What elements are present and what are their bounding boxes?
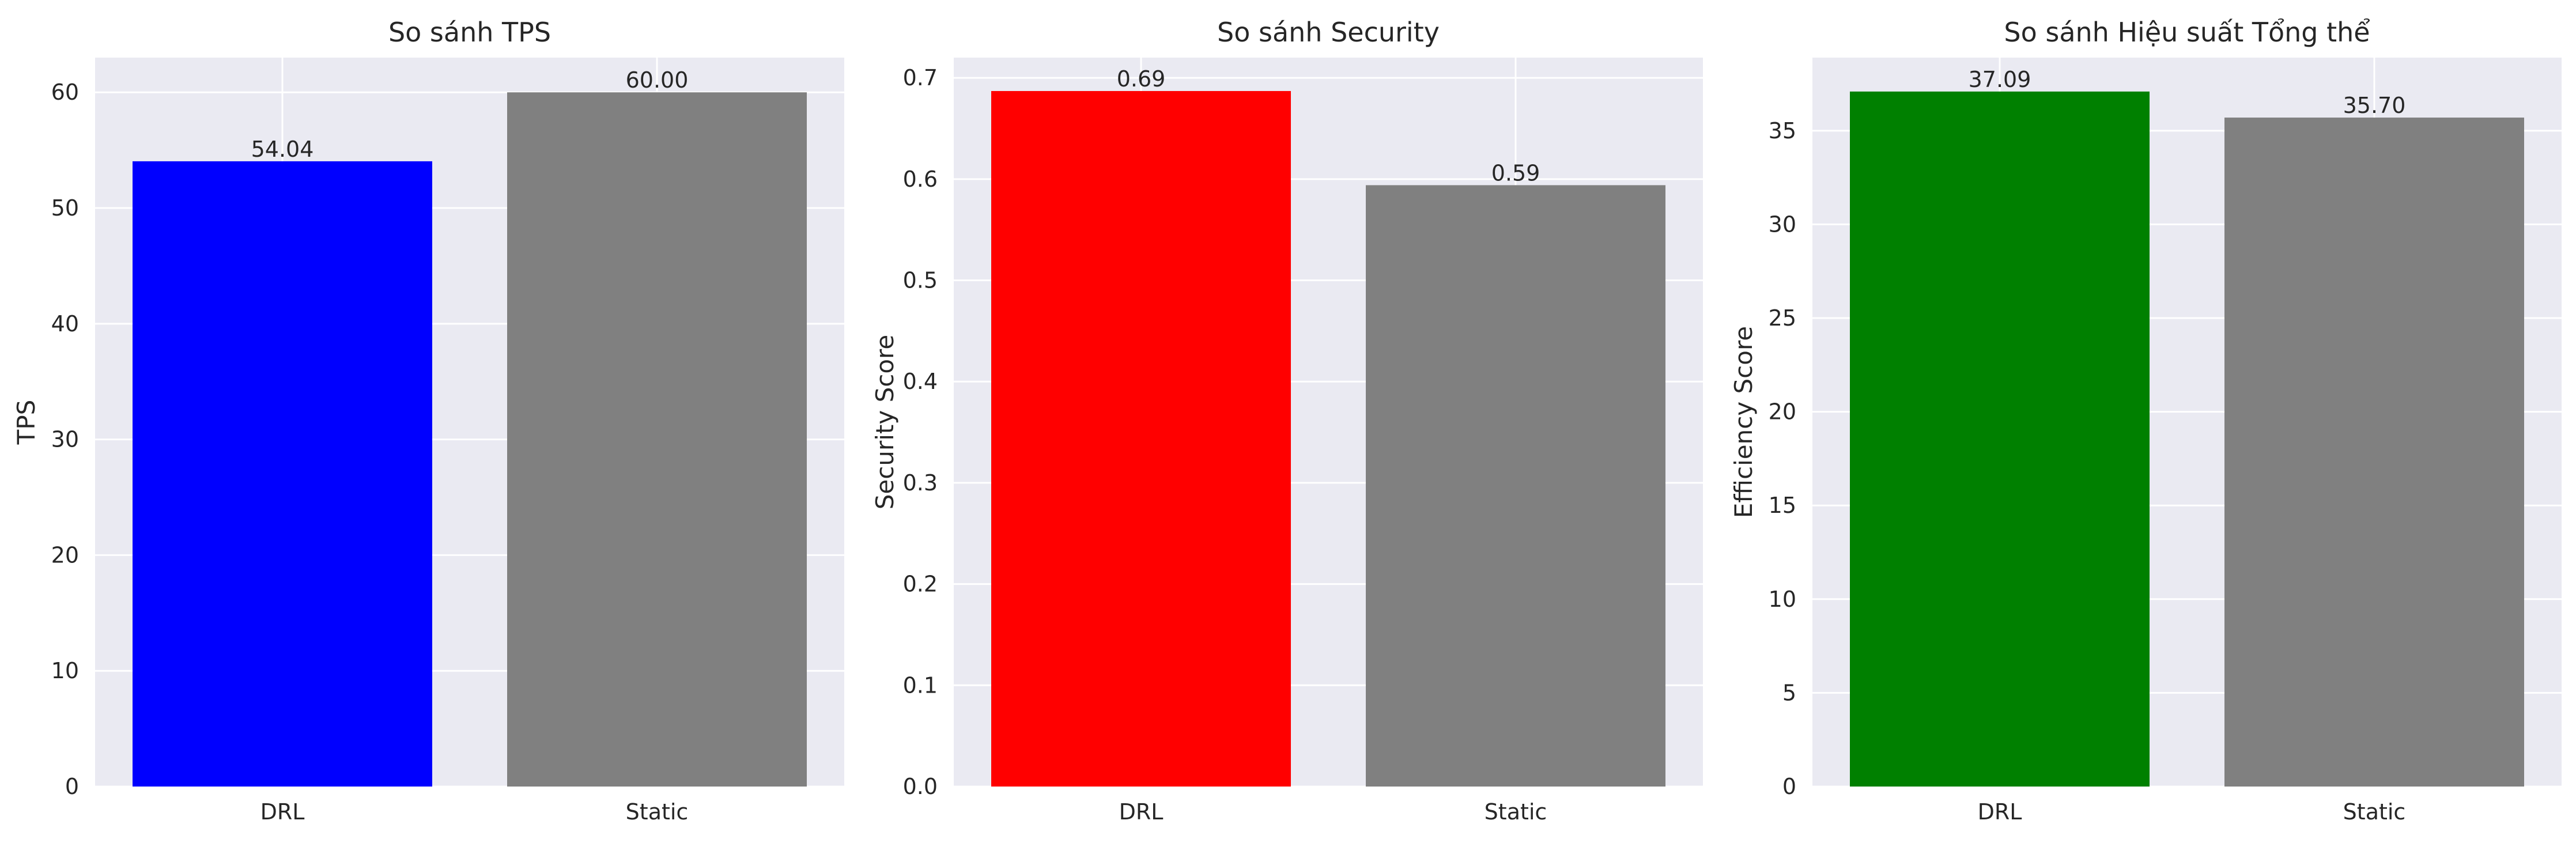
bar-static — [2224, 118, 2524, 787]
y-tick-label: 20 — [1769, 399, 1796, 425]
bar-value-label: 37.09 — [1969, 67, 2031, 92]
bar-static — [507, 92, 807, 787]
y-tick-label: 0.3 — [903, 470, 938, 496]
y-tick-label: 0.7 — [903, 65, 938, 90]
bar-value-label: 54.04 — [251, 137, 314, 162]
chart-title: So sánh Security — [1217, 17, 1440, 48]
bar-static — [1366, 185, 1665, 787]
y-axis-label: Security Score — [871, 335, 899, 509]
chart-title: So sánh TPS — [388, 17, 551, 48]
x-tick-label: Static — [2343, 799, 2406, 825]
y-tick-label: 0.0 — [903, 774, 938, 799]
y-tick-label: 50 — [51, 195, 79, 221]
y-tick-label: 0.4 — [903, 369, 938, 394]
x-tick-label: DRL — [1119, 799, 1164, 825]
bar-drl — [133, 161, 432, 787]
chart-panel-2: 0.0 0.1 0.2 0.3 0.4 0.5 0.6 0.7 0.69 DRL 0.59 Stati… — [871, 17, 1703, 825]
bar-value-label: 60.00 — [626, 67, 689, 93]
bar-drl — [991, 90, 1291, 787]
y-tick-label: 40 — [51, 311, 79, 337]
y-tick-label: 60 — [51, 80, 79, 105]
chart-title: So sánh Hiệu suất Tổng thể — [2004, 17, 2370, 48]
x-tick-label: DRL — [1978, 799, 2022, 825]
y-tick-label: 0.1 — [903, 672, 938, 698]
y-tick-label: 0 — [65, 774, 79, 799]
y-tick-label: 15 — [1769, 493, 1796, 518]
chart-panel-1: 0 10 20 30 40 50 60 54.04 DRL 60.00 Static So sánh … — [12, 17, 844, 825]
y-tick-label: 20 — [51, 542, 79, 568]
y-tick-label: 0 — [1782, 774, 1796, 799]
y-tick-label: 10 — [1769, 587, 1796, 612]
x-tick-label: DRL — [260, 799, 305, 825]
y-tick-label: 5 — [1782, 680, 1796, 705]
x-tick-label: Static — [1485, 799, 1547, 825]
y-axis-label: TPS — [12, 400, 40, 445]
y-tick-label: 30 — [51, 427, 79, 452]
y-tick-label: 25 — [1769, 305, 1796, 331]
bar-drl — [1850, 91, 2150, 787]
y-axis-label: Efficiency Score — [1729, 326, 1758, 518]
bar-value-label: 0.69 — [1117, 66, 1166, 92]
y-tick-label: 0.2 — [903, 572, 938, 597]
chart-panel-3: 0 5 10 15 20 25 30 35 37.09 DRL 35.70 Static So sánh… — [1729, 17, 2562, 825]
x-tick-label: Static — [626, 799, 689, 825]
y-tick-label: 0.5 — [903, 268, 938, 293]
bar-value-label: 0.59 — [1491, 160, 1540, 186]
y-tick-label: 35 — [1769, 118, 1796, 143]
y-tick-label: 10 — [51, 658, 79, 683]
bar-value-label: 35.70 — [2343, 93, 2406, 118]
y-tick-label: 0.6 — [903, 167, 938, 192]
y-tick-label: 30 — [1769, 211, 1796, 237]
